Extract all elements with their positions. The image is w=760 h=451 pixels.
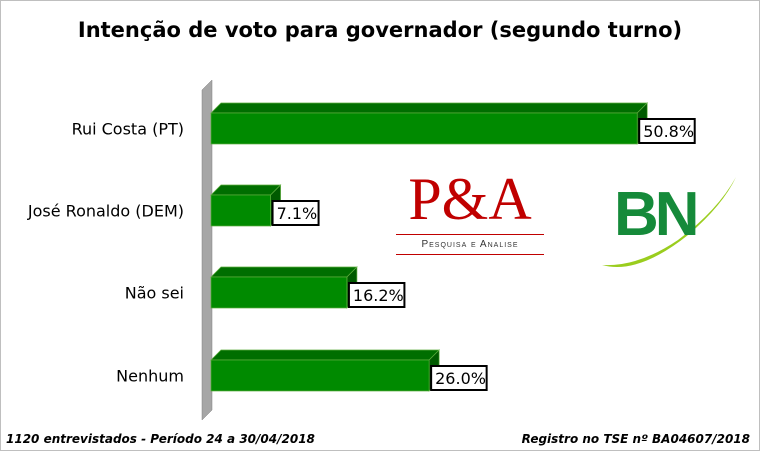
category-label-0: Rui Costa (PT) (72, 120, 184, 139)
bar-top-2 (210, 266, 358, 278)
data-label-1: 7.1% (277, 204, 318, 223)
pa-logo: P&A Pesquisa e Analise (392, 168, 548, 259)
pa-logo-main: P&A (408, 166, 532, 232)
bar-2 (210, 276, 348, 309)
data-label-3: 26.0% (435, 369, 486, 388)
category-label-3: Nenhum (116, 367, 184, 386)
bn-logo-text: BN (614, 180, 700, 249)
chart-wall (201, 79, 213, 421)
data-label-0: 50.8% (643, 122, 694, 141)
chart-title: Intenção de voto para governador (segund… (77, 18, 683, 42)
data-label-box-1 (271, 200, 320, 226)
bar-3 (210, 359, 430, 392)
data-label-box-2 (347, 282, 406, 308)
bar-top-1 (210, 184, 282, 196)
data-label-box-0 (638, 118, 696, 144)
category-label-2: Não sei (125, 284, 184, 303)
data-label-box-3 (430, 365, 488, 391)
category-label-1: José Ronaldo (DEM) (27, 202, 184, 221)
bar-1 (210, 194, 271, 227)
bar-top-0 (210, 102, 649, 114)
footer-sample-info: 1120 entrevistados - Período 24 a 30/04/… (6, 432, 315, 446)
pa-logo-sub: Pesquisa e Analise (421, 239, 519, 250)
bar-top-3 (210, 349, 440, 361)
bn-logo: BN (598, 165, 738, 275)
footer-registration: Registro no TSE nº BA04607/2018 (521, 432, 750, 446)
data-label-2: 16.2% (353, 286, 404, 305)
bar-0 (210, 112, 638, 145)
